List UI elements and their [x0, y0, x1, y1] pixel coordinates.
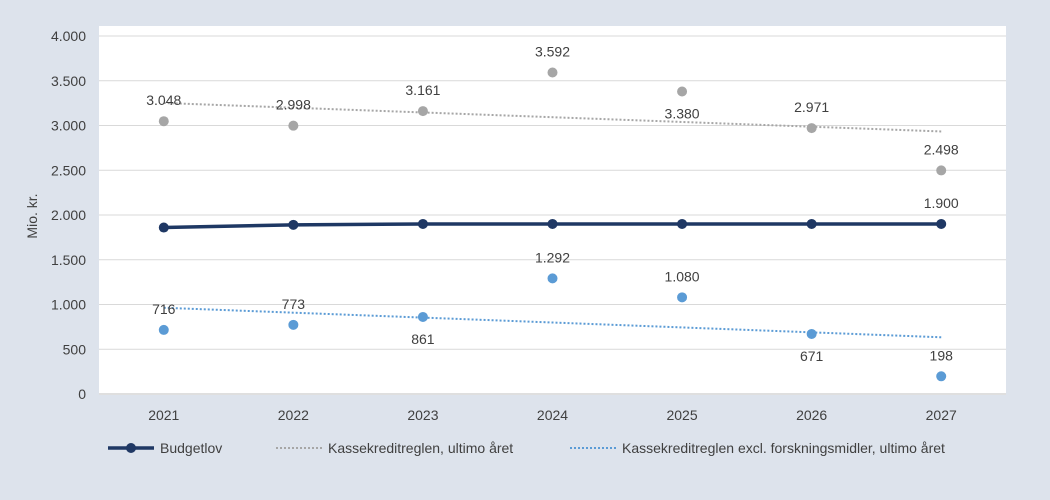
data-point — [417, 311, 428, 322]
legend-label: Kassekreditreglen excl. forskningsmidler… — [622, 440, 945, 456]
data-label: 671 — [800, 348, 824, 364]
data-point — [677, 86, 688, 97]
data-point — [936, 165, 947, 176]
data-label: 3.161 — [405, 82, 440, 98]
x-tick-label: 2021 — [148, 407, 179, 423]
data-label: 3.592 — [535, 44, 570, 60]
x-tick-label: 2027 — [926, 407, 957, 423]
data-label: 1.292 — [535, 249, 570, 265]
data-point — [806, 328, 817, 339]
y-tick-label: 1.500 — [51, 252, 86, 268]
data-point — [417, 218, 428, 229]
x-tick-label: 2024 — [537, 407, 568, 423]
y-tick-label: 2.500 — [51, 162, 86, 178]
data-label: 773 — [282, 296, 306, 312]
x-axis-ticks: 2021 2022 2023 2024 2025 2026 2027 — [148, 407, 957, 423]
data-point — [417, 106, 428, 117]
data-point — [158, 324, 169, 335]
data-label: 1.900 — [924, 195, 959, 211]
data-point — [288, 319, 299, 330]
data-point — [547, 273, 558, 284]
data-label: 3.380 — [665, 105, 700, 121]
data-label: 3.048 — [146, 92, 181, 108]
data-point — [547, 218, 558, 229]
data-label: 198 — [930, 347, 954, 363]
y-axis-title: Mio. kr. — [24, 193, 40, 238]
legend-marker — [126, 443, 136, 453]
y-axis-ticks: 0 500 1.000 1.500 2.000 2.500 3.000 3.500 4.000 — [51, 28, 86, 402]
data-point — [936, 218, 947, 229]
data-point — [158, 116, 169, 127]
data-label: 2.498 — [924, 141, 959, 157]
legend-label: Budgetlov — [160, 440, 222, 456]
data-point — [288, 120, 299, 131]
data-label: 716 — [152, 301, 176, 317]
x-tick-label: 2023 — [407, 407, 438, 423]
y-tick-label: 3.500 — [51, 73, 86, 89]
data-point — [677, 292, 688, 303]
y-tick-label: 3.000 — [51, 118, 86, 134]
data-point — [677, 218, 688, 229]
gridlines — [99, 35, 1006, 395]
y-tick-label: 500 — [63, 341, 87, 357]
legend: Budgetlov Kassekreditreglen, ultimo året K… — [108, 440, 945, 456]
data-label: 2.998 — [276, 97, 311, 113]
data-point — [547, 67, 558, 78]
y-tick-label: 2.000 — [51, 207, 86, 223]
data-points — [158, 67, 947, 382]
data-point — [806, 123, 817, 134]
data-label: 2.971 — [794, 99, 829, 115]
legend-label: Kassekreditreglen, ultimo året — [328, 440, 513, 456]
y-tick-label: 1.000 — [51, 297, 86, 313]
y-tick-label: 4.000 — [51, 28, 86, 44]
data-labels: 1.900 3.048 2.998 3.161 3.592 3.380 2.971 2.498… — [146, 44, 959, 364]
y-tick-label: 0 — [78, 386, 86, 402]
data-point — [158, 222, 169, 233]
x-tick-label: 2025 — [666, 407, 697, 423]
x-tick-label: 2022 — [278, 407, 309, 423]
data-point — [936, 371, 947, 382]
data-point — [288, 219, 299, 230]
data-label: 861 — [411, 331, 435, 347]
x-tick-label: 2026 — [796, 407, 827, 423]
data-point — [806, 218, 817, 229]
plot-area — [99, 26, 1006, 395]
data-label: 1.080 — [665, 268, 700, 284]
